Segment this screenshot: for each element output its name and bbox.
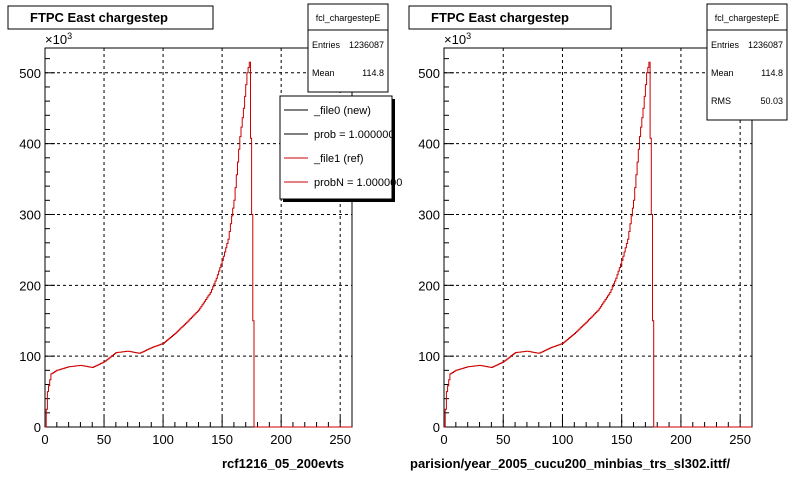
series-line-1 xyxy=(444,61,752,428)
chart-panel-2: 0 50 100 150 200 250 0 100 200 300 400 500 ×103 FTPC … xyxy=(408,3,788,447)
x-tick-label: 100 xyxy=(552,432,574,447)
stats-name: fcl_chargestepE xyxy=(316,13,381,23)
y-tick-label: 400 xyxy=(19,137,41,152)
x-tick-label: 50 xyxy=(97,432,111,447)
footer-path-right: parision/year_2005_cucu200_minbias_trs_s… xyxy=(410,456,731,471)
stats-label: Mean xyxy=(711,68,734,78)
x-tick-label: 0 xyxy=(440,432,447,447)
x-tick-label: 150 xyxy=(211,432,233,447)
x-tick-label: 250 xyxy=(729,432,751,447)
stats-label: RMS xyxy=(711,96,731,106)
y-exponent-sup: 3 xyxy=(67,31,72,41)
legend-label: _file1 (ref) xyxy=(313,153,364,165)
stats-value: 1236087 xyxy=(748,40,783,50)
chart-panel-1: 0 50 100 150 200 250 0 100 200 300 400 500 ×103 FTPC … xyxy=(7,3,402,447)
y-tick-label: 200 xyxy=(418,278,440,293)
stats-box xyxy=(307,3,389,93)
y-tick-label: 400 xyxy=(418,137,440,152)
stats-value: 50.03 xyxy=(760,96,783,106)
x-tick-label: 200 xyxy=(270,432,292,447)
x-tick-label: 0 xyxy=(41,432,48,447)
y-tick-label: 500 xyxy=(418,66,440,81)
x-tick-label: 50 xyxy=(496,432,510,447)
y-tick-label: 300 xyxy=(418,207,440,222)
y-exponent-label: ×103 xyxy=(45,31,72,47)
series-line-1 xyxy=(45,61,352,428)
y-tick-label: 200 xyxy=(19,278,41,293)
x-tick-label: 250 xyxy=(329,432,351,447)
legend: _file0 (new) prob = 1.000000 _file1 (ref) p… xyxy=(279,95,402,202)
x-tick-label: 100 xyxy=(152,432,174,447)
stats-value: 1236087 xyxy=(349,40,384,50)
plot-frame xyxy=(443,47,753,428)
stats-value: 114.8 xyxy=(761,68,783,78)
y-exponent-label: ×103 xyxy=(444,31,471,47)
legend-label: probN = 1.000000 xyxy=(314,177,402,189)
stats-box xyxy=(706,3,788,121)
y-tick-label: 100 xyxy=(418,349,440,364)
y-tick-label: 100 xyxy=(19,349,41,364)
footer-path-left: rcf1216_05_200evts xyxy=(222,456,345,471)
chart-title: FTPC East chargestep xyxy=(431,10,569,25)
x-tick-label: 200 xyxy=(670,432,692,447)
y-tick-label: 0 xyxy=(34,420,41,435)
legend-label: _file0 (new) xyxy=(313,105,371,117)
legend-label: prob = 1.000000 xyxy=(314,129,394,141)
y-tick-label: 0 xyxy=(433,420,440,435)
stats-label: Entries xyxy=(312,40,341,50)
stats-label: Entries xyxy=(711,40,740,50)
x-tick-label: 150 xyxy=(611,432,633,447)
y-tick-label: 500 xyxy=(19,66,41,81)
chart-title: FTPC East chargestep xyxy=(30,10,168,25)
y-tick-label: 300 xyxy=(19,207,41,222)
title-box xyxy=(7,5,214,30)
stats-name: fcl_chargestepE xyxy=(715,13,780,23)
stats-value: 114.8 xyxy=(362,68,384,78)
y-exponent-sup: 3 xyxy=(466,31,471,41)
stats-label: Mean xyxy=(312,68,335,78)
title-box xyxy=(408,5,612,30)
